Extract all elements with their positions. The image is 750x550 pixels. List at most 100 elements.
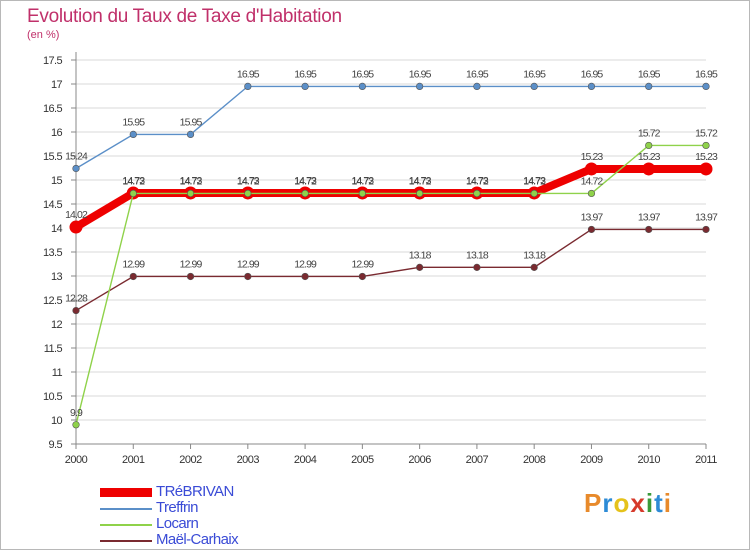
data-point: [530, 263, 538, 271]
x-tick-label: 2003: [237, 454, 260, 466]
y-tick-label: 16.5: [43, 103, 62, 115]
data-point: [584, 162, 598, 176]
data-label: 15.23: [695, 151, 718, 163]
data-label: 16.95: [294, 68, 317, 80]
y-tick-label: 11.5: [44, 343, 63, 355]
logo-letter: i: [663, 488, 672, 518]
data-label: 15.95: [122, 116, 145, 128]
data-label: 16.95: [409, 68, 432, 80]
data-point: [129, 130, 137, 138]
legend-item: Locarn: [100, 515, 340, 533]
data-label: 13.97: [581, 211, 604, 223]
data-label: 14.72: [294, 175, 317, 187]
data-label: 16.95: [351, 68, 374, 80]
legend-label: Treffrin: [156, 499, 198, 516]
data-label: 14.73: [122, 175, 145, 187]
data-label: 9.9: [70, 407, 83, 419]
data-label: 14.73: [294, 175, 317, 187]
data-point: [72, 306, 80, 315]
x-tick-label: 2000: [65, 454, 88, 466]
data-point: [244, 82, 252, 90]
y-tick-label: 12.5: [43, 295, 62, 307]
y-tick-label: 14.5: [43, 199, 62, 211]
data-point: [416, 189, 424, 198]
legend-item: Maël-Carhaix: [100, 531, 340, 549]
legend-swatch: [100, 508, 152, 510]
data-label: 14.72: [409, 175, 432, 187]
data-point: [129, 272, 137, 281]
data-point: [186, 272, 195, 281]
x-tick-label: 2010: [637, 454, 660, 466]
legend-label: Locarn: [156, 515, 199, 532]
grid-lines: [76, 59, 706, 445]
series-lines: [69, 82, 713, 429]
data-label: 16.95: [695, 68, 718, 80]
x-tick-label: 2008: [523, 454, 546, 466]
y-tick-label: 10.5: [43, 391, 62, 403]
x-tick-label: 2001: [122, 454, 145, 466]
data-label: 14.72: [351, 175, 374, 187]
legend-swatch: [100, 488, 152, 497]
data-label: 15.72: [638, 127, 661, 139]
legend-label: Maël-Carhaix: [156, 531, 239, 548]
data-label: 14.73: [351, 175, 374, 187]
data-point: [587, 189, 596, 198]
data-point: [530, 82, 538, 90]
data-point: [301, 189, 309, 198]
data-point: [645, 141, 653, 150]
data-label: 15.23: [581, 151, 604, 163]
data-point: [642, 162, 656, 176]
data-label: 16.95: [237, 68, 260, 80]
data-point: [186, 130, 195, 138]
data-point: [416, 82, 424, 90]
legend-label: TRéBRIVAN: [156, 483, 234, 500]
x-tick-label: 2011: [695, 454, 717, 466]
y-tick-label: 17.5: [43, 55, 62, 67]
data-label: 12.99: [294, 258, 317, 270]
logo-letter: r: [602, 488, 614, 518]
data-label: 14.72: [122, 175, 145, 187]
data-point: [530, 189, 538, 198]
data-label: 16.95: [638, 68, 661, 80]
data-label: 14.72: [466, 175, 489, 187]
data-label: 15.24: [65, 150, 88, 162]
logo-letter: t: [654, 488, 664, 518]
data-point: [186, 189, 195, 198]
data-label: 16.95: [523, 68, 546, 80]
data-point: [702, 225, 710, 234]
logo-letter: P: [584, 488, 603, 518]
legend: TRéBRIVAN Treffrin Locarn Maël-Carhaix: [100, 483, 340, 549]
y-tick-label: 9.5: [49, 439, 63, 451]
data-label: 16.95: [466, 68, 489, 80]
data-point: [358, 189, 366, 198]
data-point: [301, 272, 309, 281]
series-line: [75, 85, 707, 170]
data-point: [645, 82, 653, 90]
chart-title: Evolution du Taux de Taxe d'Habitation: [27, 6, 342, 27]
legend-item: TRéBRIVAN: [100, 483, 340, 501]
data-point: [702, 141, 710, 150]
y-tick-label: 17: [51, 79, 63, 91]
x-tick-label: 2002: [179, 454, 202, 466]
data-label: 13.18: [466, 249, 489, 261]
data-point: [587, 82, 596, 90]
data-point: [416, 263, 424, 271]
data-label: 13.18: [409, 249, 432, 261]
data-label: 13.97: [695, 211, 718, 223]
data-label: 12.99: [237, 258, 260, 270]
data-point: [358, 82, 366, 90]
data-label: 14.73: [466, 175, 489, 187]
axes: 9.51010.51111.51212.51313.51414.51515.51…: [43, 52, 718, 466]
data-label: 14.02: [65, 209, 88, 221]
data-label: 12.99: [122, 258, 145, 270]
data-label: 16.95: [581, 68, 604, 80]
data-label: 14.72: [523, 175, 546, 187]
data-label: 15.95: [180, 116, 203, 128]
data-point: [244, 189, 252, 198]
data-point: [301, 82, 309, 90]
data-label: 15.23: [638, 151, 661, 163]
data-point: [473, 82, 481, 90]
data-label: 12.28: [65, 293, 88, 305]
data-label: 14.73: [409, 175, 432, 187]
